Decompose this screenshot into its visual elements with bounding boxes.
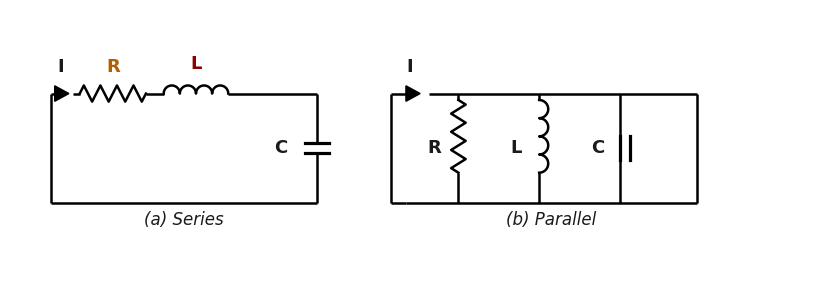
Polygon shape (405, 86, 419, 101)
Text: (a) Series: (a) Series (144, 211, 223, 229)
Polygon shape (55, 86, 69, 101)
Text: R: R (427, 139, 441, 157)
Text: L: L (190, 55, 202, 73)
Text: (b) Parallel: (b) Parallel (505, 211, 595, 229)
Text: C: C (274, 139, 287, 157)
Text: R: R (106, 58, 120, 76)
Text: C: C (590, 139, 603, 157)
Text: I: I (58, 58, 65, 76)
Text: L: L (510, 139, 522, 157)
Text: I: I (406, 58, 413, 76)
